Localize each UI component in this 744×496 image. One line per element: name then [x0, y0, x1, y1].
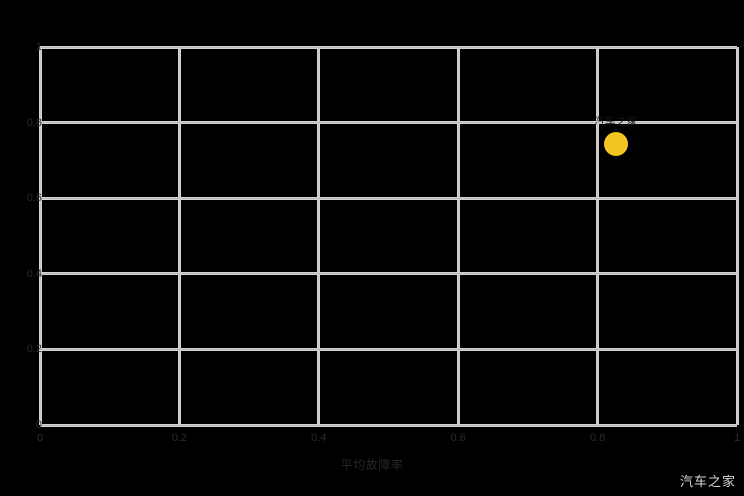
gridline-horizontal: [40, 347, 737, 351]
x-tick-label: 1: [733, 432, 741, 444]
gridline-vertical: [596, 47, 600, 425]
gridline-vertical: [456, 47, 460, 425]
gridline-vertical: [38, 47, 42, 425]
gridline-horizontal: [40, 121, 737, 125]
watermark-logo: 汽车之家: [679, 474, 736, 489]
gridline-horizontal: [40, 196, 737, 200]
data-point-label: 汽车之家: [593, 115, 638, 128]
x-tick-label: 0.8: [589, 432, 606, 444]
plot-area: 汽车之家: [38, 45, 739, 427]
x-tick-label: 0.6: [450, 432, 466, 444]
gridline-vertical: [735, 47, 739, 425]
data-point[interactable]: [603, 131, 628, 156]
y-tick-label: 1: [35, 41, 42, 53]
x-axis-title: 平均故障率: [340, 458, 404, 472]
y-tick-label: 0: [35, 419, 42, 431]
gridline-horizontal: [40, 272, 737, 276]
gridline-vertical: [317, 47, 321, 425]
y-tick-label: 0.8: [26, 116, 42, 129]
x-tick-label: 0.4: [311, 432, 327, 444]
gridline-horizontal: [40, 45, 737, 49]
gridline-horizontal: [40, 423, 737, 427]
y-tick-label: 0.6: [26, 192, 42, 205]
gridline-vertical: [177, 47, 181, 425]
y-tick-label: 0.2: [26, 343, 42, 356]
y-tick-label: 0.4: [26, 267, 42, 280]
x-tick-label: 0: [36, 432, 44, 444]
x-tick-label: 0.2: [171, 432, 188, 444]
